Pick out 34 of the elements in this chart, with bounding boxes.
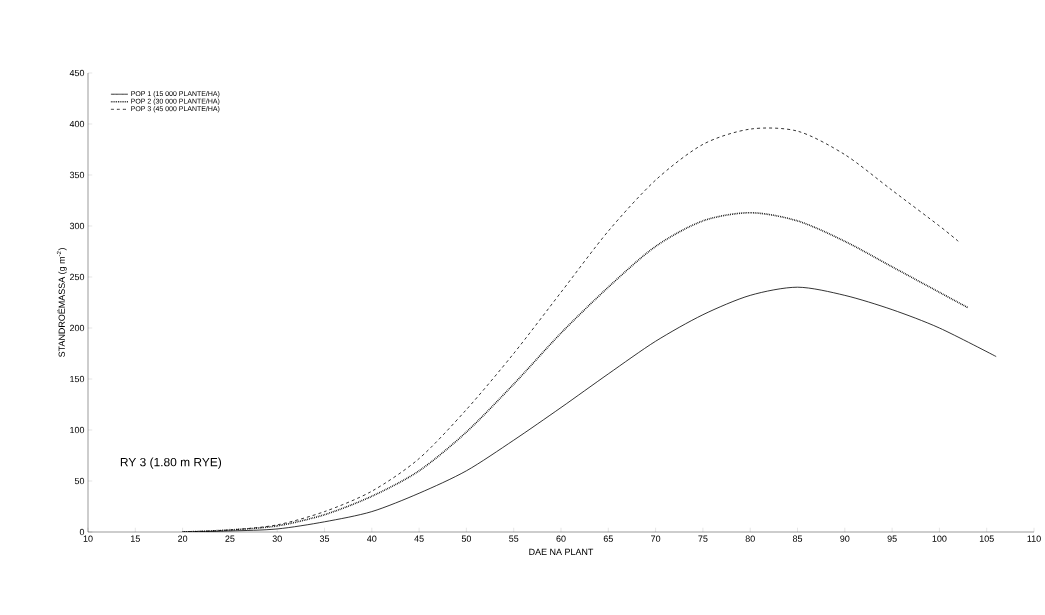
x-tick-label: 90 — [840, 535, 850, 542]
x-tick-label: 55 — [509, 535, 519, 542]
x-tick-label: 70 — [651, 535, 661, 542]
annotation: RY 3 (1.80 m RYE) — [120, 457, 222, 469]
y-tick-label: 250 — [69, 273, 85, 281]
x-tick-label: 45 — [414, 535, 424, 542]
x-tick-label: 10 — [83, 535, 93, 542]
y-tick-label: 150 — [70, 375, 85, 383]
x-tick-label: 60 — [556, 535, 566, 542]
y-tick-label: 300 — [69, 222, 85, 230]
y-tick-label: 350 — [69, 171, 85, 179]
y-tick-label: 0 — [79, 528, 85, 536]
y-tick-label: 100 — [70, 426, 85, 434]
x-tick-label: 40 — [367, 535, 377, 542]
x-tick-label: 65 — [603, 535, 613, 542]
x-tick-label: 25 — [225, 535, 235, 542]
x-tick-label: 80 — [745, 535, 755, 542]
y-tick-label: 200 — [69, 324, 85, 332]
x-tick-label: 35 — [319, 535, 330, 542]
x-axis-title: DAE NA PLANT — [529, 548, 594, 555]
x-tick-label: 105 — [979, 535, 994, 542]
x-tick-label: 20 — [178, 535, 188, 542]
x-tick-label: 30 — [272, 535, 282, 542]
y-tick-label: 450 — [69, 69, 85, 77]
x-tick-label: 100 — [932, 535, 947, 542]
x-tick-label: 95 — [887, 535, 897, 542]
y-tick-label: 50 — [74, 477, 85, 485]
x-tick-label: 50 — [461, 535, 472, 542]
x-tick-label: 15 — [131, 535, 140, 542]
y-tick-label: 400 — [69, 120, 85, 128]
x-tick-label: 85 — [792, 535, 803, 542]
x-tick-label: 75 — [698, 535, 708, 542]
x-tick-label: 110 — [1027, 535, 1041, 542]
y-axis-title: STANDROËMASSA (g m$^{-2}$) — [56, 248, 67, 357]
